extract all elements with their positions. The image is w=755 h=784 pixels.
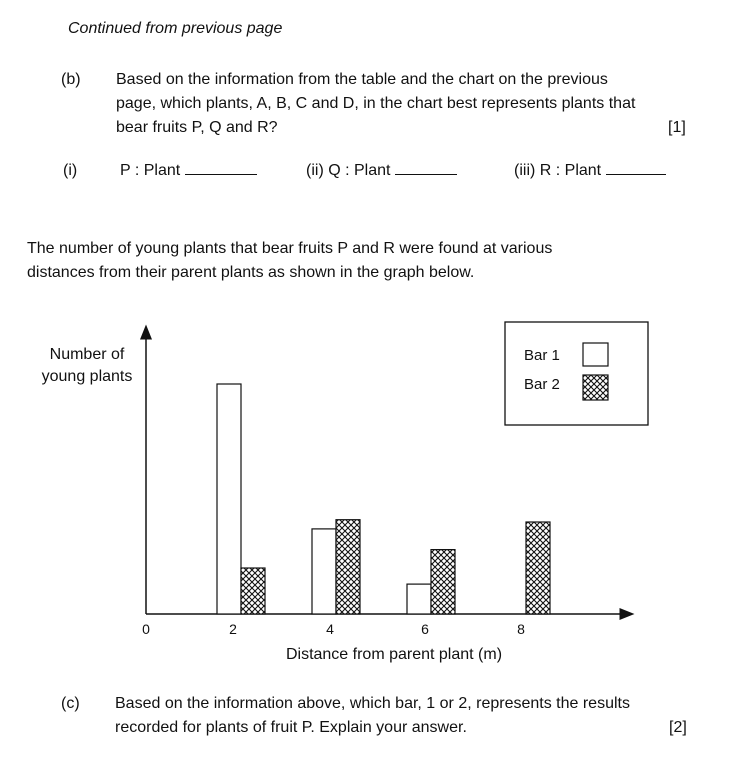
y-axis-label-line-2: young plants <box>42 368 133 385</box>
x-tick-2: 2 <box>229 621 237 637</box>
part-c-line-2: recorded for plants of fruit P. Explain … <box>115 719 467 736</box>
answer-p-label: P : Plant <box>120 162 181 179</box>
answer-r-blank[interactable] <box>605 160 666 175</box>
answer-r-label: (iii) R : Plant <box>514 162 602 179</box>
intro-line-1: The number of young plants that bear fru… <box>27 240 553 257</box>
bar-1-at-4m <box>311 528 337 615</box>
x-tick-0: 0 <box>142 621 150 637</box>
bar-1-at-2m <box>216 383 242 615</box>
legend-box <box>504 321 649 426</box>
x-axis-label: Distance from parent plant (m) <box>286 646 502 663</box>
answer-q: (ii) Q : Plant <box>306 160 457 182</box>
continued-note: Continued from previous page <box>68 20 283 37</box>
x-tick-6: 6 <box>421 621 429 637</box>
legend-swatch-bar-2 <box>582 374 609 401</box>
legend-label-bar-2: Bar 2 <box>524 376 560 393</box>
answer-q-label: (ii) Q : Plant <box>306 162 391 179</box>
bar-2-at-2m <box>240 567 266 615</box>
x-tick-8: 8 <box>517 621 525 637</box>
part-b-label: (b) <box>61 71 81 88</box>
part-b-marks: [1] <box>668 119 686 136</box>
part-c-line-1: Based on the information above, which ba… <box>115 695 630 712</box>
x-tick-4: 4 <box>326 621 334 637</box>
answer-r: (iii) R : Plant <box>514 160 666 182</box>
part-b-line-2: page, which plants, A, B, C and D, in th… <box>116 95 636 112</box>
intro-line-2: distances from their parent plants as sh… <box>27 264 475 281</box>
part-c-label: (c) <box>61 695 80 712</box>
answer-p: P : Plant <box>120 160 257 182</box>
answer-q-blank[interactable] <box>394 160 457 175</box>
legend-swatch-bar-1 <box>582 342 609 367</box>
legend-label-bar-1: Bar 1 <box>524 347 560 364</box>
part-c-marks: [2] <box>669 719 687 736</box>
part-b-line-3: bear fruits P, Q and R? <box>116 119 278 136</box>
answer-p-blank[interactable] <box>184 160 257 175</box>
bar-2-at-8m <box>525 521 551 615</box>
y-axis-label-line-1: Number of <box>50 346 125 363</box>
bar-2-at-4m <box>335 519 361 615</box>
part-b-line-1: Based on the information from the table … <box>116 71 608 88</box>
answer-i-label: (i) <box>63 162 78 179</box>
bar-1-at-6m <box>406 583 432 615</box>
bars-group <box>216 383 551 615</box>
bar-2-at-6m <box>430 548 456 615</box>
